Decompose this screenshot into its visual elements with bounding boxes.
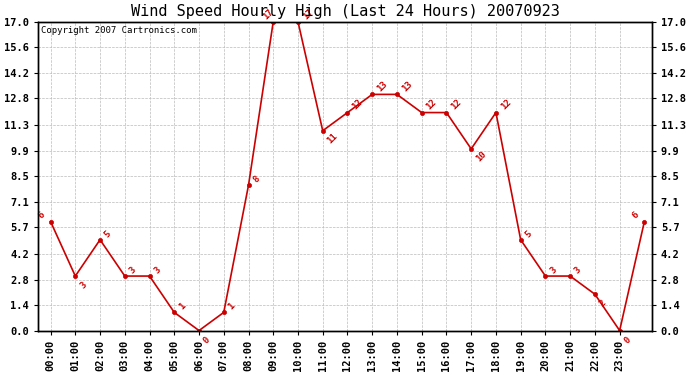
Text: 3: 3 [152, 265, 162, 275]
Text: 13: 13 [375, 80, 389, 94]
Text: 3: 3 [128, 265, 138, 275]
Text: 13: 13 [400, 80, 414, 94]
Text: 17: 17 [261, 7, 275, 21]
Title: Wind Speed Hourly High (Last 24 Hours) 20070923: Wind Speed Hourly High (Last 24 Hours) 2… [130, 4, 560, 19]
Text: 1: 1 [177, 302, 187, 312]
Text: 6: 6 [37, 211, 47, 221]
Text: 12: 12 [424, 98, 438, 112]
Text: 10: 10 [474, 149, 488, 164]
Text: 0: 0 [201, 335, 212, 345]
Text: 17: 17 [301, 7, 315, 21]
Text: 3: 3 [78, 280, 88, 291]
Text: 8: 8 [251, 174, 262, 184]
Text: 12: 12 [449, 98, 463, 112]
Text: 3: 3 [573, 265, 583, 275]
Text: 6: 6 [631, 211, 640, 221]
Text: Copyright 2007 Cartronics.com: Copyright 2007 Cartronics.com [41, 26, 197, 35]
Text: 5: 5 [524, 229, 533, 239]
Text: 12: 12 [499, 98, 513, 112]
Text: 3: 3 [548, 265, 558, 275]
Text: 0: 0 [622, 335, 633, 345]
Text: 2: 2 [598, 298, 608, 309]
Text: 1: 1 [226, 302, 237, 312]
Text: 11: 11 [326, 131, 339, 145]
Text: 5: 5 [103, 229, 113, 239]
Text: 12: 12 [351, 98, 364, 112]
